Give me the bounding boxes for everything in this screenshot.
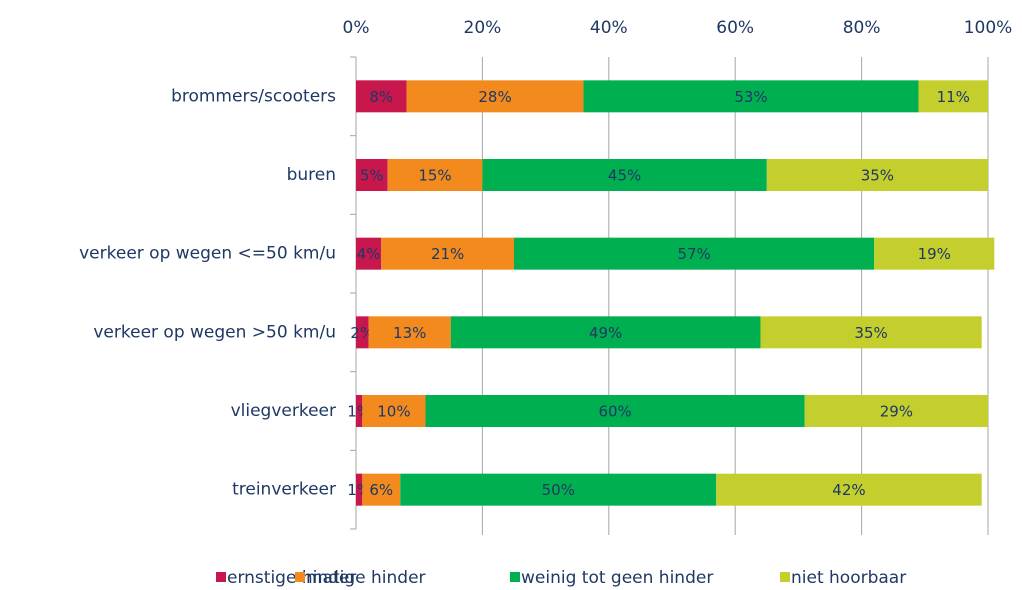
y-tick-label: verkeer op wegen <=50 km/u [79,244,336,264]
bar-segment [874,237,995,270]
data-label: 15% [418,167,451,185]
x-tick-label: 40% [590,18,628,38]
bar-segment [356,237,382,270]
x-tick-label: 100% [964,18,1013,38]
bar-segment [450,316,761,349]
bar-segment [356,316,369,349]
bar-segment [482,159,767,191]
x-tick-label: 20% [464,18,502,38]
bar-segment [406,80,584,113]
y-tick-label: buren [287,165,336,185]
bar-segment [918,80,988,113]
data-label: 2% [350,324,374,342]
bar-segment [368,316,451,349]
bar-segment [400,473,717,506]
legend-swatch [295,572,305,582]
data-label: 11% [937,88,970,106]
bar-segment [362,395,426,427]
bar-segment [356,473,363,506]
data-label: 28% [478,88,511,106]
data-label: 6% [369,481,393,499]
data-label: 35% [854,324,887,342]
x-tick-label: 80% [843,18,881,38]
data-label: 13% [393,324,426,342]
legend-label: ernstige hinder [227,568,356,588]
data-label: 5% [360,167,384,185]
bar-segment [760,316,982,349]
legend-label: weinig tot geen hinder [521,568,713,588]
data-label: 49% [589,324,622,342]
bar-segment [362,473,401,506]
data-label: 42% [832,481,865,499]
legend-label: matige hinder [306,568,426,588]
data-label: 29% [880,403,913,421]
x-tick-label: 60% [716,18,754,38]
data-label: 57% [677,245,710,263]
data-label: 45% [608,167,641,185]
data-label: 10% [377,403,410,421]
data-label: 60% [598,403,631,421]
data-label: 53% [734,88,767,106]
y-tick-label: treinverkeer [232,480,336,500]
bar-segment [583,80,919,113]
bar-segment [425,395,805,427]
data-label: 19% [918,245,951,263]
bar-segment [356,80,407,113]
bar-segment [514,237,875,270]
legend-label: niet hoorbaar [791,568,906,588]
data-label: 21% [431,245,464,263]
y-tick-label: brommers/scooters [171,86,336,106]
bar-segment [356,395,363,427]
y-tick-label: verkeer op wegen >50 km/u [93,322,336,342]
data-label: 35% [861,167,894,185]
bar-segment [356,159,388,191]
data-label: 8% [369,88,393,106]
y-tick-label: vliegverkeer [231,401,336,421]
legend-swatch [510,572,520,582]
legend-swatch [216,572,226,582]
data-label: 50% [542,481,575,499]
bar-segment [766,159,988,191]
bar-segment [387,159,483,191]
data-label: 4% [357,245,381,263]
bar-segment [804,395,988,427]
legend-swatch [780,572,790,582]
bar-segment [381,237,514,270]
bar-segment [716,473,982,506]
x-tick-label: 0% [343,18,370,38]
